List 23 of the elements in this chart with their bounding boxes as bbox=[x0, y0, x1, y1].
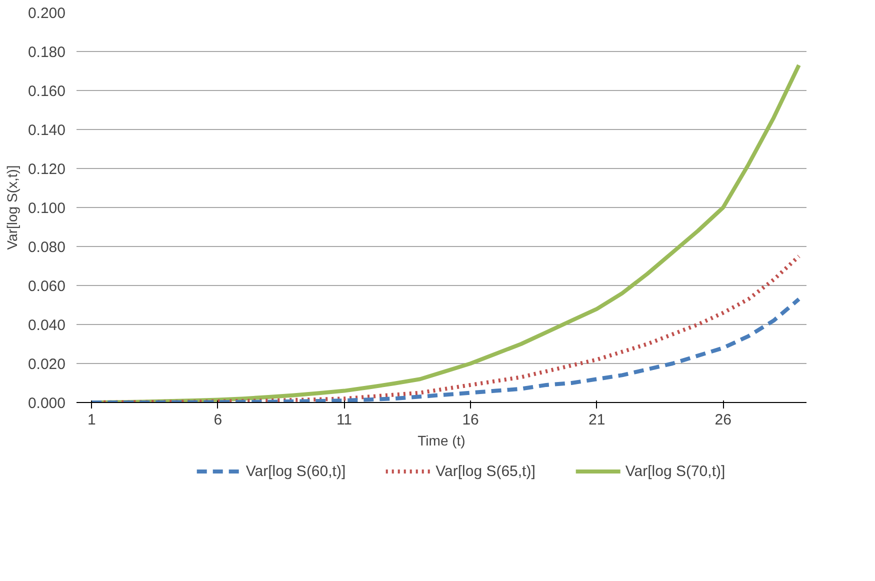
x-tick-label: 6 bbox=[214, 412, 222, 428]
x-axis-title: Time (t) bbox=[418, 432, 466, 448]
legend-label: Var[log S(65,t)] bbox=[436, 462, 536, 480]
y-tick-label: 0.200 bbox=[28, 5, 66, 22]
x-tick-label: 11 bbox=[336, 412, 352, 428]
y-tick-label: 0.080 bbox=[28, 239, 66, 256]
y-tick-label: 0.180 bbox=[28, 44, 66, 61]
legend-label: Var[log S(60,t)] bbox=[246, 462, 346, 480]
x-tick-label: 26 bbox=[714, 412, 732, 428]
x-tick-label: 21 bbox=[588, 412, 606, 428]
y-tick-label: 0.140 bbox=[28, 122, 66, 139]
line-series bbox=[90, 297, 801, 402]
y-tick-label: 0.160 bbox=[28, 83, 66, 100]
y-tick-label: 0.020 bbox=[28, 356, 66, 373]
legend-label: Var[log S(70,t)] bbox=[625, 462, 726, 480]
y-tick-label: 0.000 bbox=[28, 395, 66, 412]
y-axis-title: Var[log S(x,t)] bbox=[4, 165, 20, 250]
x-tick-label: 1 bbox=[87, 412, 96, 428]
y-tick-label: 0.100 bbox=[28, 200, 66, 217]
x-tick-label: 16 bbox=[462, 412, 479, 428]
y-tick-label: 0.060 bbox=[28, 278, 66, 295]
y-tick-label: 0.120 bbox=[28, 161, 66, 178]
y-tick-label: 0.040 bbox=[28, 317, 66, 334]
